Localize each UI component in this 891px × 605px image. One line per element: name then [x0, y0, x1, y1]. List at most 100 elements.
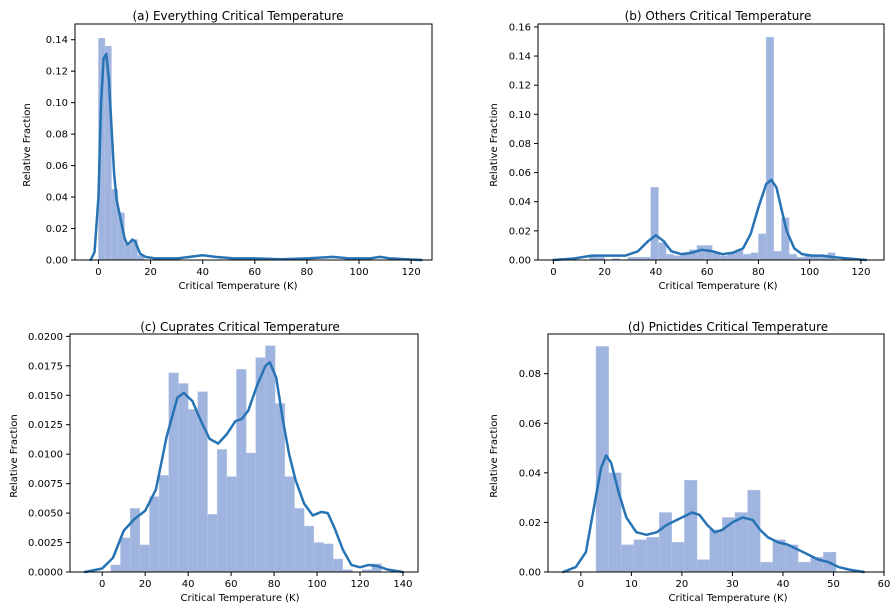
panel-a-bar-4 — [124, 244, 132, 261]
panel-a-xtick-label-2: 40 — [196, 267, 209, 278]
panel-c-bar-21 — [313, 542, 324, 573]
panel-b-ytick-label-0: 0.00 — [509, 256, 531, 267]
panel-c-bar-19 — [294, 508, 305, 573]
panel-d-ytick-label-0: 0.00 — [519, 568, 541, 579]
panel-b-bar-8 — [665, 253, 675, 261]
panel-d-ytick-label-1: 0.02 — [519, 518, 541, 529]
panel-c-bar-10 — [207, 514, 218, 573]
panel-c: (c) Cuprates Critical Temperature Critic… — [9, 320, 419, 604]
panel-d-bar-13 — [760, 561, 774, 573]
panel-d-bar-4 — [646, 537, 660, 573]
panel-d-ytick-label-4: 0.08 — [519, 369, 541, 380]
panel-d-xlabel: Critical Temperature (K) — [668, 593, 787, 604]
panel-b-bar-20 — [758, 233, 767, 261]
panel-a-xtick-label-0: 0 — [95, 267, 101, 278]
panel-b-xtick-label-0: 0 — [550, 267, 556, 278]
panel-c-ytick-label-4: 0.0100 — [28, 450, 63, 461]
panel-c-ytick-label-1: 0.0025 — [28, 538, 63, 549]
panel-d-xtick-label-5: 50 — [827, 579, 840, 590]
panel-a-kde-line — [89, 52, 423, 262]
panel-c-bar-13 — [236, 369, 247, 573]
panel-b-bar-18 — [742, 253, 751, 261]
panel-b-xlabel: Critical Temperature (K) — [658, 281, 777, 292]
panel-d-xtick-label-1: 10 — [625, 579, 638, 590]
panel-b-kde-line — [552, 178, 868, 262]
panel-c-bar-7 — [178, 383, 189, 573]
panel-b-bar-13 — [704, 245, 713, 261]
panel-c-bar-8 — [187, 409, 199, 573]
panel-b-ytick-label-7: 0.14 — [509, 52, 531, 63]
panel-c-bar-16 — [265, 345, 276, 573]
panel-c-bar-23 — [332, 558, 344, 573]
panel-b-ytick-label-8: 0.16 — [509, 22, 531, 33]
panel-d-ylabel: Relative Fraction — [489, 414, 500, 497]
panel-c-xtick-label-7: 140 — [393, 579, 412, 590]
panel-a-ytick-label-2: 0.04 — [46, 193, 68, 204]
panel-d-bar-1 — [608, 472, 622, 573]
panel-c-bar-11 — [216, 449, 228, 573]
panel-d-xtick-label-2: 20 — [676, 579, 689, 590]
panel-d-kde-line — [561, 454, 866, 574]
panel-c-kde-line — [83, 361, 405, 574]
panel-c-ytick-label-3: 0.0075 — [28, 479, 63, 490]
panel-a-xtick-label-1: 20 — [144, 267, 157, 278]
panel-b-xtick-label-6: 120 — [851, 267, 870, 278]
panel-c-bar-0 — [110, 564, 121, 573]
panel-c-xtick-label-5: 100 — [307, 579, 326, 590]
panel-b-bar-24 — [788, 253, 798, 261]
panel-b-ytick-label-5: 0.10 — [509, 110, 531, 121]
panel-d-bar-5 — [658, 512, 672, 573]
panel-d-xtick-label-0: 0 — [578, 579, 584, 590]
panel-b-ytick-label-6: 0.12 — [509, 81, 531, 92]
panel-d-bar-3 — [633, 539, 647, 573]
panel-c-ytick-label-8: 0.0200 — [28, 332, 63, 343]
panel-b-title: (b) Others Critical Temperature — [625, 9, 812, 23]
panel-c-xlabel: Critical Temperature (K) — [180, 593, 299, 604]
panel-c-bar-3 — [139, 544, 150, 573]
panel-a-ylabel: Relative Fraction — [22, 103, 33, 186]
panel-b-ytick-label-3: 0.06 — [509, 168, 531, 179]
panel-d-bar-16 — [797, 561, 811, 573]
panel-b-bar-15 — [719, 255, 728, 261]
panel-c-frame — [69, 333, 419, 573]
panel-d-bar-7 — [684, 480, 698, 573]
panel-d-bar-0 — [595, 346, 609, 573]
panel-c-ytick-label-5: 0.0125 — [28, 420, 63, 431]
panel-b-bar-12 — [696, 245, 705, 261]
panel-c-bar-15 — [255, 357, 266, 573]
panel-a-ytick-label-1: 0.02 — [46, 224, 68, 235]
panel-b-ytick-label-2: 0.04 — [509, 197, 531, 208]
panel-b-bar-9 — [673, 255, 682, 261]
panel-c-ytick-label-6: 0.0150 — [28, 391, 63, 402]
panel-d-bar-12 — [747, 489, 761, 573]
panel-a-xtick-label-3: 60 — [248, 267, 261, 278]
panel-d-xtick-label-3: 30 — [726, 579, 739, 590]
panel-d-title: (d) Pnictides Critical Temperature — [628, 320, 828, 334]
panel-c-xtick-label-3: 60 — [225, 579, 238, 590]
panel-c-xtick-label-1: 20 — [139, 579, 152, 590]
panel-a: (a) Everything Critical Temperature Crit… — [22, 9, 433, 292]
panel-c-xtick-label-0: 0 — [99, 579, 105, 590]
panel-d-ytick-label-3: 0.06 — [519, 419, 541, 430]
panel-b-xtick-label-4: 80 — [752, 267, 765, 278]
panel-d-bar-8 — [696, 559, 710, 573]
panel-c-xtick-label-6: 120 — [350, 579, 369, 590]
panel-c-bar-18 — [284, 476, 295, 573]
panel-b-xtick-label-3: 60 — [701, 267, 714, 278]
panel-d-ytick-label-2: 0.04 — [519, 468, 541, 479]
panel-c-bar-4 — [149, 496, 160, 573]
panel-c-xtick-label-4: 80 — [268, 579, 281, 590]
panel-c-bar-1 — [120, 537, 131, 573]
panel-c-xtick-label-2: 40 — [182, 579, 195, 590]
panel-d-bar-2 — [621, 544, 635, 573]
panel-b-ytick-label-4: 0.08 — [509, 139, 531, 150]
panel-c-title: (c) Cuprates Critical Temperature — [140, 320, 340, 334]
panel-b-bar-22 — [773, 251, 782, 261]
panel-b-frame — [537, 23, 885, 261]
panel-a-frame — [74, 23, 433, 261]
panel-d-bar-6 — [671, 542, 685, 573]
panel-d: (d) Pnictides Critical Temperature Criti… — [489, 320, 890, 604]
panel-b-xtick-label-2: 40 — [650, 267, 663, 278]
panel-b-ylabel: Relative Fraction — [489, 103, 500, 186]
